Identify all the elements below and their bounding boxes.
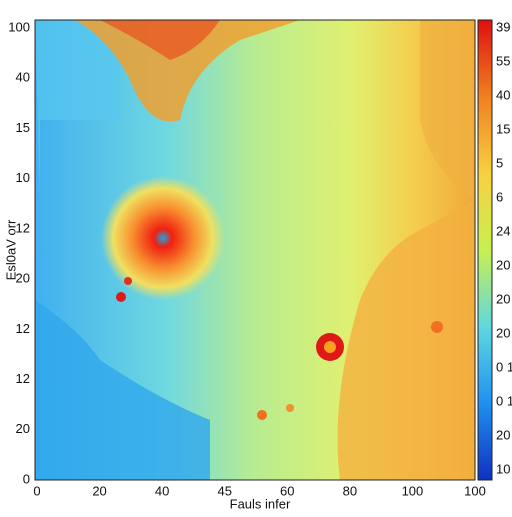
colorbar-label: 20 [496,427,510,442]
x-tick-label: 60 [280,483,294,498]
colorbar-label: 0 1 [496,359,512,374]
x-tick-label: 45 [217,483,231,498]
colorbar-label: 55 [496,53,510,68]
colorbar-label: 5 [496,155,503,170]
colorbar-label: 40 [496,87,510,102]
y-tick-label: 12 [16,321,30,336]
y-tick-label: 12 [16,371,30,386]
y-tick-label: 20 [16,421,30,436]
x-tick-label: 0 [33,483,40,498]
colorbar-label: 20 [496,291,510,306]
y-tick-label: 100 [8,19,30,34]
y-tick-label: 40 [16,70,30,85]
colorbar-label: 10 [496,461,510,476]
x-tick-label: 100 [402,483,424,498]
x-axis-title: Fauls infer [230,496,291,511]
y-tick-label: 0 [23,471,30,486]
y-tick-label: 10 [16,170,30,185]
colorbar-label: 0 1 [496,393,512,408]
x-tick-label: 80 [343,483,357,498]
colorbar-label: 15 [496,121,510,136]
colorbar-label: 20 [496,257,510,272]
y-axis-title: Esl0aV orr [3,219,18,280]
colorbar-label: 24 [496,223,510,238]
y-tick-label: 12 [16,220,30,235]
x-tick-label: 20 [92,483,106,498]
plot-frame [34,19,476,481]
colorbar-label: 6 [496,189,503,204]
x-tick-label: 40 [155,483,169,498]
heatmap-field [35,20,475,480]
colorbar-label: 39 [496,19,510,34]
y-tick-label: 20 [16,271,30,286]
colorbar-label: 20 [496,325,510,340]
colorbar [477,19,493,481]
x-tick-label: 100 [464,483,486,498]
y-tick-label: 15 [16,120,30,135]
